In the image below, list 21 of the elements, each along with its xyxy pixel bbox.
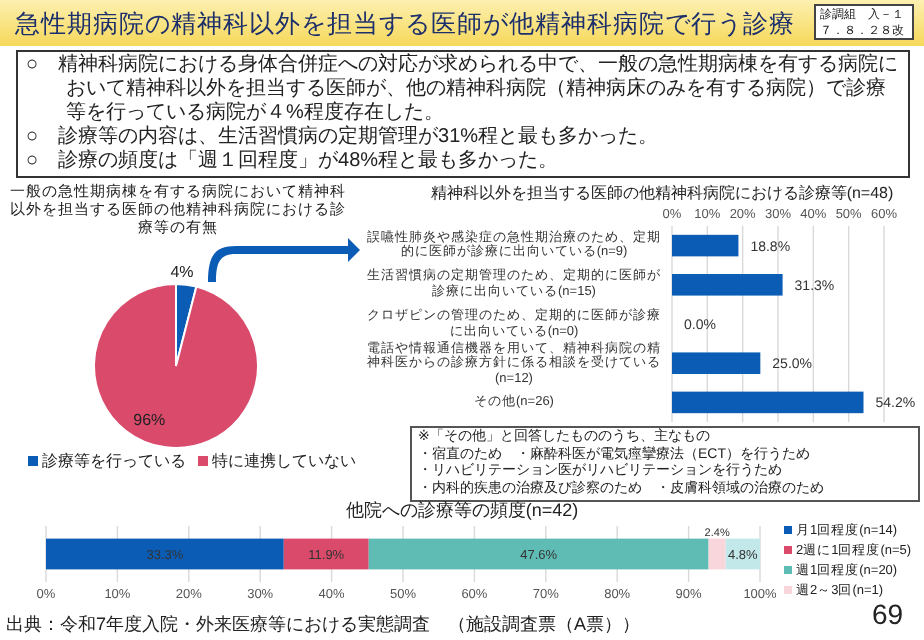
chart-title: 他院への診療等の頻度(n=42): [343, 498, 581, 524]
text: ○ 診療等の内容は、生活習慣病の定期管理が31%程と最も多かった。: [26, 126, 661, 149]
bar: [672, 274, 783, 296]
text: ○ 精神科病院における身体合併症への対応が求められる中で、一般の急性期病棟を有する病院において精神科以外を担当する医師が、他の精神科病院（精神病床のみを有する病院）で診療等を行っている病院が４%程度存在した。: [26, 54, 900, 125]
bar: [368, 538, 709, 570]
pie-slice: [93, 283, 259, 449]
text: 急性期病院の精神科以外を担当する医師が他精神科病院で行う診療: [13, 8, 797, 42]
bar: [708, 538, 726, 570]
bar: [672, 391, 864, 414]
source-note: 出典：令和7年度入院・外来医療等における実態調査 （施設調査票（A票））: [6, 612, 641, 638]
legend-label: 特に連携していない: [210, 452, 356, 470]
bar: [672, 352, 761, 374]
legend-label: 診療等を行っている: [40, 452, 186, 470]
text: 69: [872, 598, 904, 630]
chart-title: 精神科以外を担当する医師の他精神科病院における診療等(n=48): [428, 182, 896, 204]
data-label: 96%: [133, 410, 166, 429]
text: ○ 診療の頻度は「週１回程度」が48%程と最も多かった。: [26, 150, 561, 174]
bar: [46, 538, 284, 570]
bar: [283, 538, 369, 570]
bar: [672, 234, 739, 257]
data-label: 4%: [170, 262, 194, 281]
